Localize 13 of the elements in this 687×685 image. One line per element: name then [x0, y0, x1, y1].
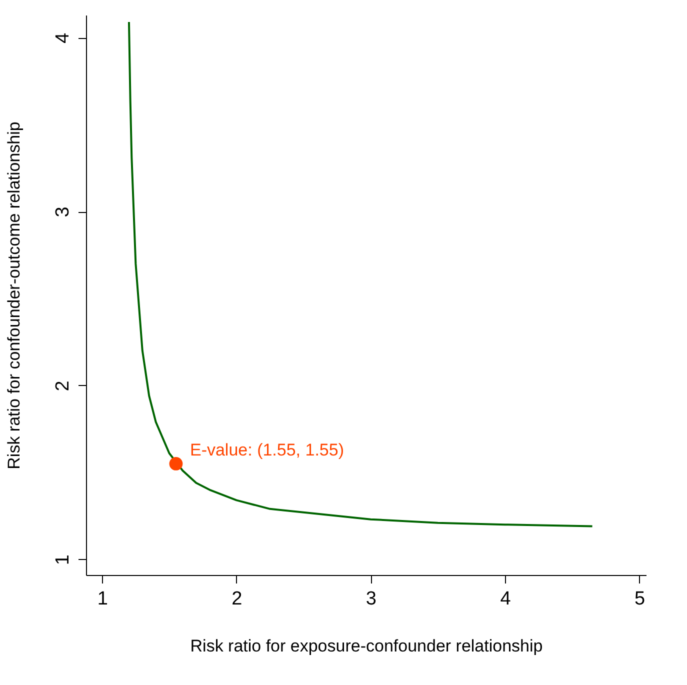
line-series [128, 20, 594, 528]
y-tick-label: 1 [52, 554, 74, 566]
x-tick-label: 4 [500, 588, 512, 610]
x-tick-label: 3 [366, 588, 376, 610]
x-axis-title: Risk ratio for exposure-confounder relationship [190, 636, 543, 656]
y-tick-label: 3 [52, 206, 74, 218]
y-axis-title: Risk ratio for confounder-outcome relationship [4, 122, 24, 470]
annotation: E-value: (1.55, 1.55) [190, 440, 344, 460]
x-tick-label: 5 [634, 588, 646, 610]
y-tick-label: 4 [52, 32, 74, 44]
x-tick-label: 2 [232, 588, 242, 610]
x-tick-label: 1 [97, 588, 108, 610]
y-tick-label: 2 [52, 380, 74, 392]
